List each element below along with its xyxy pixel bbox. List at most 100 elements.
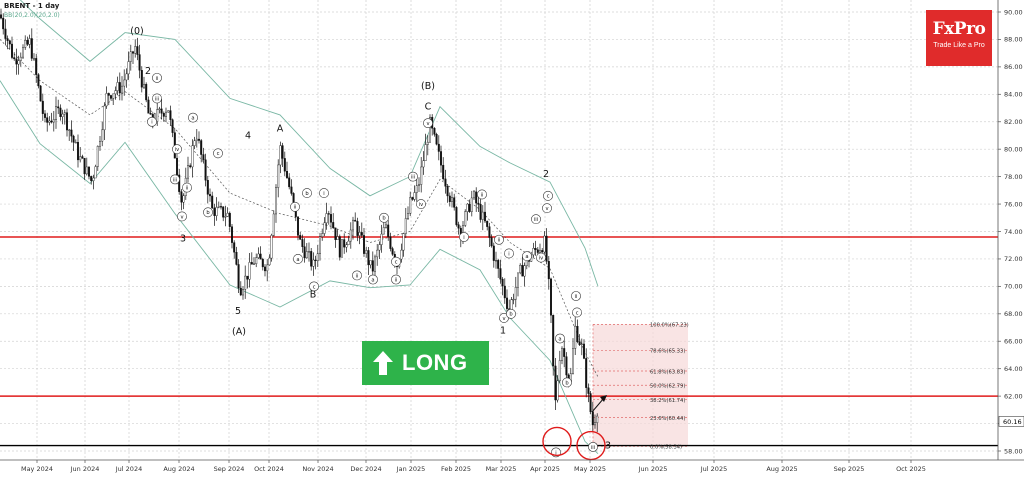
wave-label-circled: c: [395, 260, 398, 266]
candle-body: [283, 158, 286, 172]
candle-body: [0, 14, 2, 19]
candle-body: [230, 226, 233, 243]
candle-body: [46, 117, 49, 123]
wave-label-circled: i: [555, 450, 556, 456]
candle-body: [87, 166, 90, 177]
wave-label-circle: [309, 281, 319, 292]
candle-body: [510, 299, 513, 311]
candle-body: [57, 106, 60, 109]
wave-label-circle: [391, 274, 401, 285]
candle-body: [402, 233, 405, 251]
candle-body: [127, 61, 130, 75]
wave-label-circled: ii: [395, 277, 398, 283]
candle-body: [107, 93, 110, 96]
wave-label-circle: [368, 274, 378, 285]
symbol-title: BRENT - 1 day: [4, 2, 60, 10]
candle-body: [336, 236, 339, 240]
y-tick-label: 64.00: [1004, 365, 1023, 373]
candle-body: [453, 197, 456, 208]
y-tick-label: 58.00: [1004, 447, 1023, 455]
candle-body: [583, 343, 586, 359]
wave-label-circled: ii: [186, 186, 189, 192]
candle-body: [74, 142, 77, 144]
wave-label: (0): [130, 26, 143, 37]
candle-body: [191, 145, 194, 168]
candle-body: [15, 58, 18, 65]
candle-body: [39, 85, 42, 102]
candle-body: [347, 240, 350, 245]
y-tick-label: 82.00: [1004, 118, 1023, 126]
candle-body: [37, 74, 40, 87]
x-tick-label: Oct 2024: [254, 465, 284, 473]
wave-label-circled: iv: [539, 255, 544, 261]
wave-label-circled: b: [565, 380, 569, 386]
candle-body: [442, 164, 445, 180]
candle-body: [186, 165, 189, 179]
candle-body: [105, 93, 108, 107]
wave-label-circled: iv: [175, 147, 180, 153]
wave-label-circle: [408, 171, 418, 182]
candle-body: [565, 356, 568, 376]
wave-label-circle: [588, 441, 598, 452]
brand-tagline: Trade Like a Pro: [933, 42, 985, 49]
y-tick-label: 88.00: [1004, 36, 1023, 44]
wave-label-circle: [290, 201, 300, 212]
candle-body: [418, 184, 421, 186]
candle-body: [156, 109, 159, 122]
candle-body: [197, 138, 200, 141]
fibonacci-labels: 100.0%(67.23) 78.6%(65.33) 61.8%(63.83) 50.…: [650, 323, 689, 451]
candle-body: [264, 266, 267, 272]
x-tick-label: May 2025: [574, 465, 606, 473]
bollinger-upper-band: [19, 0, 599, 287]
candle-body: [129, 51, 132, 62]
candle-body: [514, 287, 517, 300]
wave-label: C: [425, 102, 432, 113]
candle-body: [466, 203, 469, 212]
candle-body: [204, 159, 207, 181]
x-tick-label: Sep 2024: [214, 465, 245, 473]
x-tick-label: Oct 2025: [896, 465, 926, 473]
candle-body: [48, 120, 51, 123]
candle-body: [354, 219, 357, 222]
wave-label-circle: [459, 232, 469, 242]
candle-body: [552, 315, 555, 367]
candle-body: [501, 278, 504, 287]
wave-label-circled: v: [502, 316, 505, 322]
candle-body: [182, 195, 185, 203]
candle-body: [429, 116, 432, 143]
candle-body: [312, 259, 315, 267]
wave-label: 3: [605, 441, 611, 452]
candle-body: [539, 250, 542, 253]
wave-label-circled: v: [426, 121, 429, 127]
candle-body: [131, 51, 134, 54]
wave-label-circle: [302, 188, 312, 198]
candle-body: [149, 113, 152, 115]
wave-label-circle: [352, 270, 362, 281]
candle-body: [380, 233, 383, 245]
candle-body: [479, 204, 482, 220]
candle-body: [440, 151, 443, 166]
candle-body: [389, 236, 392, 249]
wave-label-circle: [152, 93, 162, 104]
wave-label-circle: [494, 234, 504, 245]
wave-label-circle: [531, 214, 541, 225]
x-tick-label: Dec 2024: [350, 465, 381, 473]
wave-label-circle: [379, 212, 389, 223]
brand-name: FxPro: [932, 19, 986, 39]
candle-body: [167, 110, 170, 113]
wave-label-circled: i: [151, 120, 152, 126]
candle-body: [486, 220, 489, 227]
candle-body: [580, 343, 583, 345]
candle-body: [422, 160, 425, 168]
wave-label: B: [310, 290, 317, 301]
candle-body: [239, 287, 242, 296]
candle-body: [556, 380, 559, 401]
candle-body: [4, 28, 7, 39]
candle-body: [332, 222, 335, 229]
candle-body: [101, 129, 104, 142]
wave-label-circled: a: [525, 254, 528, 260]
wave-label-circled: a: [558, 336, 561, 342]
wave-label-circle: [319, 188, 329, 198]
candle-body: [572, 348, 575, 374]
bollinger-lower-band: [0, 80, 599, 455]
